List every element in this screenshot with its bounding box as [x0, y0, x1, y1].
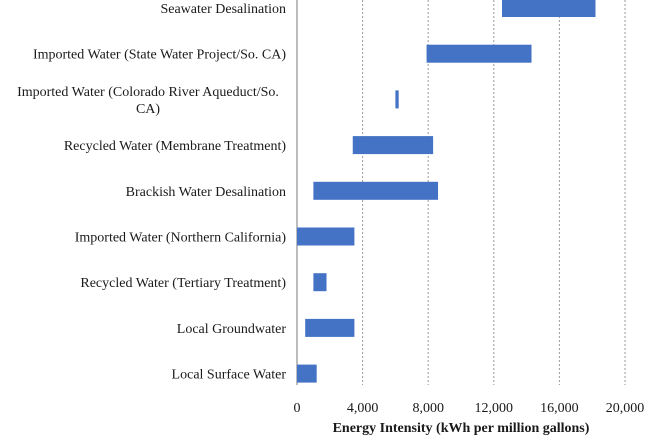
x-tick-label: 0 — [294, 401, 301, 416]
category-label: Recycled Water (Tertiary Treatment) — [80, 276, 286, 291]
x-axis-title: Energy Intensity (kWh per million gallon… — [333, 421, 590, 436]
category-label: Imported Water (Northern California) — [75, 231, 287, 246]
bar — [305, 318, 355, 337]
bar — [502, 0, 596, 17]
category-label: Brackish Water Desalination — [126, 185, 286, 200]
x-tick-label: 20,000 — [606, 401, 645, 416]
bar — [426, 44, 532, 63]
category-label: CA) — [136, 102, 160, 117]
bars — [297, 0, 596, 383]
category-label: Recycled Water (Membrane Treatment) — [64, 139, 286, 154]
x-tick-labels: 0 4,000 8,000 12,000 16,000 20,000 — [294, 401, 645, 416]
bar — [352, 136, 434, 155]
x-tick-label: 16,000 — [540, 401, 579, 416]
bar — [297, 227, 355, 246]
x-tick-label: 12,000 — [475, 401, 514, 416]
category-labels: Seawater Desalination Imported Water (Sta… — [17, 2, 286, 383]
x-tick-label: 8,000 — [412, 401, 444, 416]
category-label: Local Groundwater — [177, 322, 287, 337]
bar — [313, 273, 327, 292]
category-label: Seawater Desalination — [160, 2, 286, 17]
bar — [313, 181, 439, 200]
x-tick-label: 4,000 — [347, 401, 379, 416]
bar — [395, 90, 399, 109]
category-label: Imported Water (State Water Project/So. … — [33, 48, 286, 63]
category-label: Local Surface Water — [172, 368, 287, 383]
bar — [297, 364, 317, 383]
category-label: Imported Water (Colorado River Aqueduct/… — [17, 85, 279, 100]
gridlines — [362, 0, 626, 385]
